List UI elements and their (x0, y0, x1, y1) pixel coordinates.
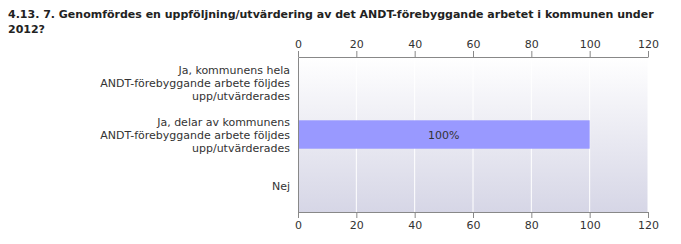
tick-label: 20 (350, 38, 364, 51)
tick: 60 (467, 38, 481, 57)
tick: 60 (467, 212, 481, 232)
tick-label: 80 (525, 219, 539, 232)
tick-label: 100 (580, 38, 601, 51)
tick-mark (531, 51, 532, 57)
tick-label: 20 (350, 219, 364, 232)
tick-mark (473, 212, 474, 218)
tick-label: 120 (638, 38, 659, 51)
tick-mark (648, 51, 649, 57)
axis-line (298, 58, 299, 213)
tick: Ja, delar av kommunensANDT-förebyggande … (100, 116, 290, 155)
title: 4.13. 7. Genomfördes en uppföljning/utvä… (8, 8, 654, 36)
text-line: 4.13. 7. Genomfördes en uppföljning/utvä… (8, 8, 654, 21)
tick: 20 (350, 38, 364, 57)
text-line: Ja, delar av kommunens (156, 116, 290, 129)
tick-mark (356, 212, 357, 218)
tick-label: 120 (638, 219, 659, 232)
text-line: Nej (272, 180, 290, 193)
text-line: upp/utvärderades (192, 142, 290, 155)
text-line: ANDT-förebyggande arbete följdes (100, 129, 290, 142)
tick-mark (590, 51, 591, 57)
tick: Nej (272, 180, 290, 193)
tick: 40 (408, 212, 422, 232)
axis-line (299, 57, 649, 58)
tick-label: 80 (525, 38, 539, 51)
y-axis: Ja, kommunens helaANDT-förebyggande arbe… (100, 58, 298, 213)
text-line: Ja, kommunens hela (177, 64, 290, 77)
tick: 0 (295, 38, 302, 57)
tick: 40 (408, 38, 422, 57)
x-axis-bottom: 0 20 40 60 80 100 120 (295, 212, 659, 232)
tick-label: 100 (580, 219, 601, 232)
tick-mark (298, 212, 299, 218)
tick-mark (473, 51, 474, 57)
bars (298, 120, 590, 148)
tick-mark (298, 51, 299, 57)
tick: 120 (638, 212, 659, 232)
data-label: 100% (428, 129, 459, 142)
tick-mark (415, 212, 416, 218)
text-line: upp/utvärderades (192, 90, 290, 103)
x-axis-top: 0 20 40 60 80 100 120 (295, 38, 659, 58)
grid-line (648, 57, 649, 212)
chart: 4.13. 7. Genomfördes en uppföljning/utvä… (0, 0, 681, 244)
tick-label: 0 (295, 38, 302, 51)
tick: 100 (580, 38, 601, 57)
tick-mark (356, 51, 357, 57)
tick-mark (590, 212, 591, 218)
plot-background (298, 57, 648, 212)
tick-label: 0 (295, 219, 302, 232)
tick-label: 60 (467, 219, 481, 232)
tick: 20 (350, 212, 364, 232)
tick-label: Ja, kommunens helaANDT-förebyggande arbe… (100, 64, 290, 103)
tick: 120 (638, 38, 659, 57)
tick-mark (415, 51, 416, 57)
tick-mark (648, 212, 649, 218)
tick-label: 40 (408, 38, 422, 51)
tick-mark (531, 212, 532, 218)
plot: 0 20 40 60 80 100 120 0 20 40 60 80 100 120 Ja, kommun… (100, 38, 659, 232)
tick: 0 (295, 212, 302, 232)
text-line: 2012? (8, 23, 45, 36)
bar (298, 120, 590, 148)
tick-label: 40 (408, 219, 422, 232)
tick: 80 (525, 212, 539, 232)
grid-line (298, 57, 299, 212)
tick: 100 (580, 212, 601, 232)
text-line: ANDT-förebyggande arbete följdes (100, 77, 290, 90)
tick: 80 (525, 38, 539, 57)
tick-label: 60 (467, 38, 481, 51)
tick-label: Ja, delar av kommunensANDT-förebyggande … (100, 116, 290, 155)
tick-label: Nej (272, 180, 290, 193)
tick: Ja, kommunens helaANDT-förebyggande arbe… (100, 64, 290, 103)
